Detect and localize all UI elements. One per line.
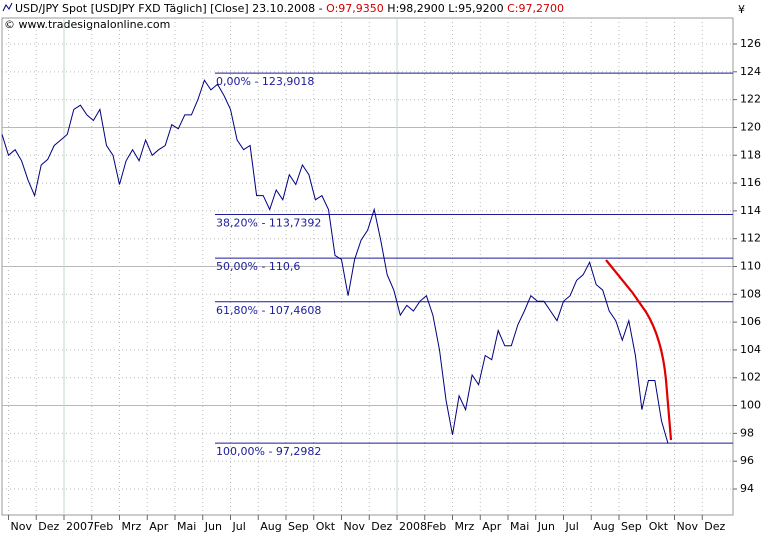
fib-label: 38,20% - 113,7392 [216,217,321,230]
marks: 0,00% - 123,9018 38,20% - 113,7392 50,00% … [1,72,733,458]
x-tick-label: Dez [704,520,725,533]
y-tick-label: 96 [740,454,754,467]
x-tick-label: Nov [344,520,366,533]
y-tick-label: 122 [740,93,761,106]
open-value: O:97,9350 [326,2,384,15]
chart-icon [2,2,13,12]
y-tick-label: 114 [740,204,761,217]
y-tick-label: 100 [740,399,761,412]
x-tick-label: Okt [316,520,336,533]
x-tick-label: Aug [260,520,281,533]
x-tick-label: Mai [177,520,196,533]
y-tick-label: 118 [740,148,761,161]
x-tick-label: Jul [232,520,246,533]
y-tick-label: 112 [740,232,761,245]
price-line [1,79,669,444]
title-text: USD/JPY Spot [USDJPY FXD Täglich] [Close… [15,2,323,15]
x-tick-label: Okt [649,520,669,533]
x-tick-label: Apr [482,520,502,533]
x-tick-label: Feb [427,520,446,533]
y-tick-label: 106 [740,315,761,328]
unit-label: ¥ [738,3,745,16]
y-tick-label: 124 [740,65,761,78]
x-tick-label: Dez [371,520,392,533]
y-tick-label: 104 [740,343,761,356]
x-tick-label: Aug [593,520,614,533]
y-tick-label: 108 [740,287,761,300]
close-value: C:97,2700 [507,2,564,15]
fib-label: 100,00% - 97,2982 [216,445,321,458]
x-tick-label: Apr [149,520,169,533]
source: © www.tradesignalonline.com [4,18,170,31]
fib-label: 61,80% - 107,4608 [216,304,321,317]
x-tick-label: Jun [204,520,222,533]
x-tick-label: Jul [565,520,579,533]
fib-label: 50,00% - 110,6 [216,260,300,273]
y-tick-label: 120 [740,120,761,133]
x-tick-label: Sep [621,520,642,533]
y-tick-label: 110 [740,260,761,273]
x-tick-label: Dez [38,520,59,533]
low-value: L:95,9200 [448,2,503,15]
x-tick-label: Jun [537,520,555,533]
y-tick-label: 94 [740,482,754,495]
fib-label: 0,00% - 123,9018 [216,75,314,88]
x-tick-label: Feb [94,520,113,533]
chart-title: USD/JPY Spot [USDJPY FXD Täglich] [Close… [15,2,564,15]
x-tick-label: 2008 [399,520,427,533]
high-value: H:98,2900 [387,2,444,15]
trend-curve [605,259,673,441]
y-tick-label: 126 [740,37,761,50]
x-tick-label: 2007 [66,520,94,533]
y-tick-label: 98 [740,426,754,439]
x-tick-label: Sep [288,520,309,533]
x-tick-label: Nov [677,520,699,533]
y-tick-label: 116 [740,176,761,189]
x-tick-label: Mrz [455,520,475,533]
x-tick-label: Nov [11,520,33,533]
x-tick-label: Mrz [122,520,142,533]
x-tick-label: Mai [510,520,529,533]
y-tick-label: 102 [740,371,761,384]
